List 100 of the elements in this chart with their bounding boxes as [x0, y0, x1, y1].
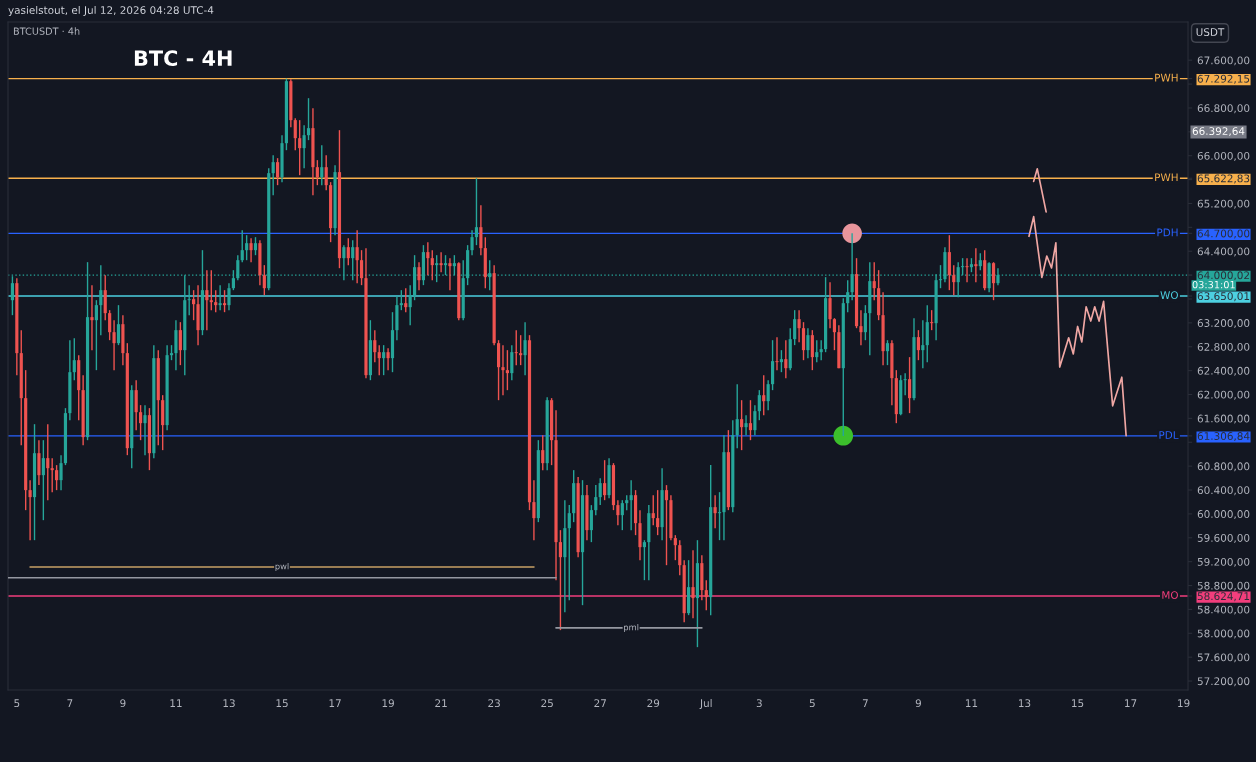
- candlestick: [806, 327, 810, 359]
- candlestick: [916, 329, 920, 361]
- y-tick-label: 64.000,02: [1197, 271, 1249, 281]
- candlestick: [249, 237, 253, 263]
- candlestick: [55, 464, 59, 491]
- ref-line-label: PWH: [1155, 173, 1178, 182]
- x-tick-label: 21: [435, 699, 447, 707]
- y-tick-label: 65.622,83: [1197, 174, 1250, 184]
- y-tick-label: 58.624,71: [1197, 592, 1250, 602]
- candlestick: [99, 264, 103, 336]
- candlestick: [757, 389, 761, 421]
- candlestick: [598, 477, 602, 506]
- candlestick: [523, 321, 527, 376]
- candlestick: [589, 504, 593, 543]
- candlestick: [603, 459, 607, 501]
- y-tick-label: 64.400,00: [1197, 247, 1250, 257]
- x-tick-label: 7: [862, 699, 868, 707]
- candlestick: [231, 269, 235, 291]
- candlestick: [359, 249, 364, 286]
- candlestick: [479, 204, 483, 256]
- candlestick: [793, 309, 797, 346]
- candlestick: [116, 304, 121, 346]
- candlestick: [766, 379, 770, 411]
- candlestick: [664, 484, 669, 566]
- candlestick: [740, 399, 744, 451]
- candlestick: [762, 374, 766, 416]
- candlestick: [245, 234, 249, 261]
- line-series: [1028, 215, 1127, 437]
- candlestick: [691, 549, 695, 619]
- text: 66.392,64: [1192, 127, 1245, 137]
- candlestick: [907, 356, 912, 414]
- candlestick: [541, 434, 545, 471]
- candlestick: [218, 284, 222, 311]
- x-tick-label: 11: [170, 699, 182, 707]
- candlestick: [108, 309, 112, 341]
- candlestick: [41, 439, 45, 521]
- candlestick: [656, 489, 660, 536]
- candlestick: [620, 499, 624, 531]
- candlestick: [859, 309, 863, 346]
- x-tick-label: 19: [382, 699, 394, 708]
- candlestick: [810, 329, 814, 371]
- candlestick: [404, 287, 408, 313]
- x-tick-label: 17: [1125, 699, 1137, 707]
- x-tick-label: 15: [1072, 699, 1084, 708]
- candlestick: [850, 232, 854, 301]
- candlestick: [784, 339, 788, 379]
- candlestick: [143, 404, 147, 456]
- candlestick: [713, 494, 717, 529]
- candlestick: [112, 319, 116, 371]
- ref-line-label: PDL: [1159, 431, 1179, 439]
- candlestick: [501, 344, 505, 396]
- candlestick: [355, 229, 359, 284]
- candlestick: [567, 504, 571, 601]
- candlestick: [293, 117, 297, 151]
- candlestick: [209, 269, 213, 311]
- candlestick: [276, 157, 280, 186]
- x-tick-label: 27: [594, 699, 606, 707]
- x-tick-label: 25: [541, 699, 553, 708]
- ref-line-label: PWH: [1155, 73, 1178, 82]
- candlestick: [377, 344, 381, 376]
- candlestick: [748, 399, 753, 441]
- candlestick: [178, 321, 182, 366]
- candlestick: [638, 509, 642, 561]
- x-tick-label: 5: [14, 699, 20, 708]
- y-tick-label: 62.400,00: [1197, 366, 1250, 376]
- candlestick: [815, 339, 819, 363]
- y-tick-label: 67.600,00: [1197, 56, 1250, 66]
- candlestick: [306, 97, 311, 141]
- candlestick: [717, 491, 722, 541]
- y-tick-label: 65.200,00: [1197, 199, 1250, 209]
- candlestick: [138, 404, 143, 441]
- candlestick: [770, 339, 775, 391]
- y-tick-label: 63.650,01: [1197, 292, 1250, 302]
- x-tick-label: 13: [223, 699, 235, 708]
- candlestick: [651, 494, 655, 526]
- candlestick: [227, 282, 231, 311]
- y-tick-label: 58.000,00: [1197, 629, 1250, 639]
- candlestick: [735, 383, 739, 449]
- candlestick: [828, 281, 832, 329]
- x-tick-label: 17: [329, 699, 341, 707]
- candlestick: [240, 229, 244, 263]
- candlestick: [678, 539, 682, 576]
- candlestick: [885, 339, 890, 366]
- x-tick-label: 9: [120, 699, 126, 708]
- y-tick-label: 57.200,00: [1197, 677, 1250, 687]
- y-tick-label: 62.000,00: [1197, 390, 1250, 400]
- y-tick-label: 58.800,00: [1197, 581, 1250, 591]
- candlestick: [474, 177, 479, 246]
- candlestick: [779, 349, 783, 373]
- text: USDT: [1196, 28, 1225, 37]
- candlestick: [37, 439, 41, 486]
- candlestick: [519, 334, 523, 366]
- candlestick: [872, 261, 876, 301]
- candlestick: [594, 484, 598, 516]
- candlestick: [346, 237, 350, 266]
- x-tick-label: 3: [756, 699, 762, 708]
- x-tick-label: 13: [1019, 699, 1031, 708]
- candlestick: [673, 534, 677, 561]
- y-tick-label: 60.800,00: [1197, 462, 1250, 472]
- candlestick: [629, 479, 633, 531]
